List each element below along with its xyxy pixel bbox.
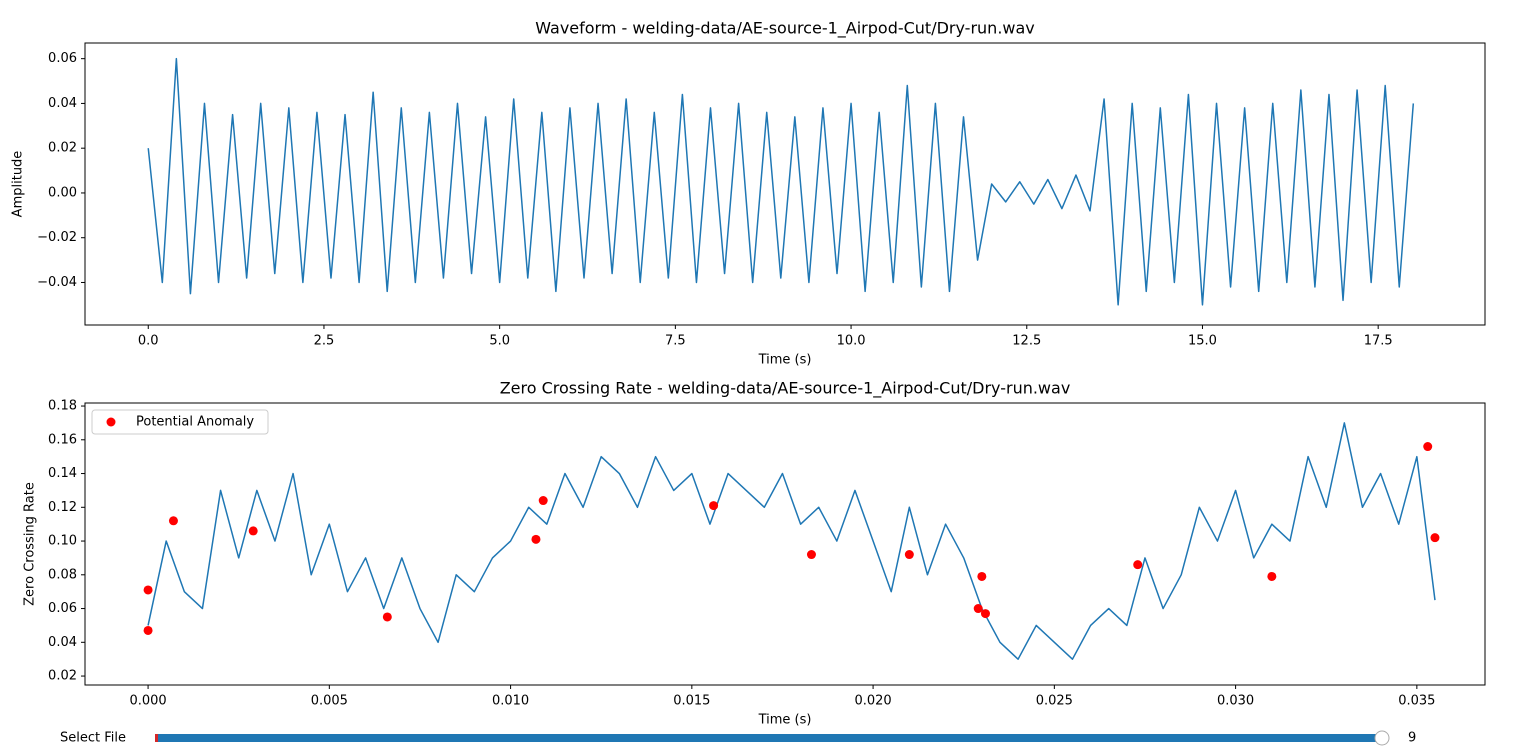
x-tick-label: 0.020 <box>854 694 891 709</box>
x-tick-label: 0.030 <box>1217 694 1254 709</box>
y-tick-label: 0.16 <box>48 432 77 447</box>
slider-value: 9 <box>1408 731 1416 746</box>
y-tick-label: 0.02 <box>48 141 77 156</box>
x-tick-label: 2.5 <box>314 334 335 349</box>
x-tick-label: 15.0 <box>1188 334 1217 349</box>
data-line <box>147 422 1436 660</box>
x-tick-label: 17.5 <box>1364 334 1393 349</box>
plot-frame <box>84 42 1486 326</box>
slider-label: Select File <box>60 731 126 746</box>
anomaly-point <box>538 496 548 506</box>
chart-title: Waveform - welding-data/AE-source-1_Airp… <box>535 19 1035 39</box>
anomaly-point <box>977 571 987 581</box>
y-tick-label: 0.12 <box>48 500 77 515</box>
y-tick-label: 0.04 <box>48 96 77 111</box>
anomaly-point <box>168 516 178 526</box>
anomaly-point <box>1430 533 1440 543</box>
file-slider[interactable] <box>155 730 1390 746</box>
x-tick-label: 0.000 <box>129 694 166 709</box>
chart-title: Zero Crossing Rate - welding-data/AE-sou… <box>500 379 1071 399</box>
slider-start <box>155 734 158 742</box>
anomaly-point <box>980 609 990 619</box>
x-axis-label: Time (s) <box>758 353 812 368</box>
y-tick-label: 0.06 <box>48 601 77 616</box>
y-axis-label: Zero Crossing Rate <box>23 482 38 606</box>
data-line <box>147 57 1415 306</box>
anomaly-point <box>531 534 541 544</box>
y-tick-label: −0.02 <box>37 230 77 245</box>
anomaly-point <box>973 604 983 614</box>
anomaly-point <box>143 585 153 595</box>
anomaly-point <box>1423 442 1433 452</box>
y-tick-label: −0.04 <box>37 275 77 290</box>
y-tick-label: 0.10 <box>48 534 77 549</box>
x-tick-label: 0.0 <box>138 334 159 349</box>
y-tick-label: 0.14 <box>48 466 77 481</box>
anomaly-point <box>709 501 719 511</box>
plot-frame <box>84 402 1486 686</box>
x-tick-label: 12.5 <box>1012 334 1041 349</box>
legend-label: Potential Anomaly <box>136 415 254 430</box>
anomaly-point <box>806 550 816 560</box>
x-tick-label: 0.035 <box>1398 694 1435 709</box>
y-tick-label: 0.04 <box>48 635 77 650</box>
anomaly-point <box>904 550 914 560</box>
anomaly-point <box>382 612 392 622</box>
slider-handle[interactable] <box>1374 730 1390 746</box>
y-tick-label: 0.06 <box>48 51 77 66</box>
y-tick-label: 0.00 <box>48 185 77 200</box>
x-tick-label: 0.005 <box>311 694 348 709</box>
anomaly-point <box>1267 571 1277 581</box>
slider-track[interactable] <box>155 734 1382 742</box>
x-tick-label: 0.010 <box>492 694 529 709</box>
x-tick-label: 7.5 <box>665 334 686 349</box>
legend-marker <box>106 417 116 427</box>
anomaly-point <box>143 625 153 635</box>
anomaly-point <box>1133 560 1143 570</box>
x-tick-label: 5.0 <box>489 334 510 349</box>
y-tick-label: 0.08 <box>48 567 77 582</box>
anomaly-point <box>248 526 258 536</box>
legend-box <box>91 409 269 435</box>
x-tick-label: 0.025 <box>1036 694 1073 709</box>
x-axis-label: Time (s) <box>758 713 812 728</box>
y-axis-label: Amplitude <box>11 151 26 218</box>
x-tick-label: 0.015 <box>673 694 710 709</box>
y-tick-label: 0.02 <box>48 669 77 684</box>
y-tick-label: 0.18 <box>48 399 77 414</box>
x-tick-label: 10.0 <box>837 334 866 349</box>
